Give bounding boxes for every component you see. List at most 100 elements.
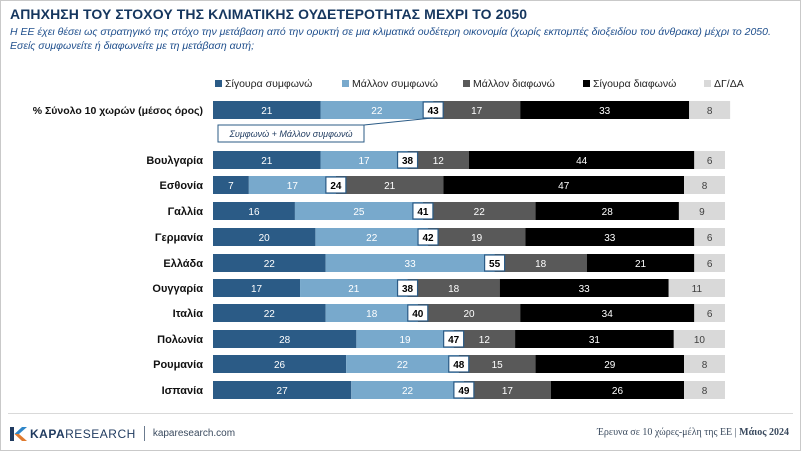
agree-total-label: 38 [402, 156, 414, 167]
bar-value-label: 21 [635, 259, 647, 270]
bar-value-label: 33 [604, 233, 616, 244]
bar-segment [407, 279, 500, 297]
bar-segment [499, 279, 669, 297]
bar-segment [684, 355, 725, 373]
bar-segment [689, 101, 731, 119]
agree-total-label: 49 [458, 386, 470, 397]
agree-total-label: 41 [417, 207, 429, 218]
legend-label-2: Μάλλον συμφωνώ [352, 78, 438, 90]
bar-value-label: 21 [261, 106, 273, 117]
bar-value-label: 22 [474, 207, 486, 218]
bar-value-label: 22 [264, 309, 276, 320]
bar-value-label: 16 [248, 207, 260, 218]
bar-segment [535, 202, 679, 220]
bar-value-label: 7 [228, 181, 234, 192]
bar-value-label: 6 [707, 259, 713, 270]
bar-value-label: 17 [502, 386, 514, 397]
category-label: % Σύνολο 10 χωρών (μέσος όρος) [33, 105, 203, 117]
bar-segment [525, 228, 695, 246]
bar-segment [325, 304, 418, 322]
bar-segment [213, 254, 326, 272]
survey-date: Μάιος 2024 [739, 427, 789, 438]
annotation-connector [363, 117, 433, 126]
bar-value-label: 19 [399, 335, 411, 346]
bar-value-label: 29 [604, 360, 616, 371]
category-label: Πολωνία [157, 334, 203, 346]
bar-value-label: 33 [405, 259, 417, 270]
bar-segment [550, 381, 685, 399]
bar-value-label: 26 [612, 386, 624, 397]
bar-segment [294, 202, 423, 220]
agree-total-box [396, 151, 419, 169]
bar-value-label: 12 [479, 335, 491, 346]
bar-segment [422, 202, 536, 220]
bar-value-label: 15 [492, 360, 504, 371]
bar-value-label: 34 [602, 309, 614, 320]
bar-value-label: 26 [274, 360, 286, 371]
bar-segment [213, 279, 301, 297]
bar-value-label: 17 [287, 181, 299, 192]
bar-value-label: 11 [692, 284, 703, 295]
bar-value-label: 33 [579, 284, 591, 295]
category-label: Βουλγαρία [146, 155, 203, 167]
legend-label-3: Μάλλον διαφωνώ [473, 78, 555, 90]
bar-segment [684, 176, 725, 194]
bar-value-label: 6 [707, 309, 713, 320]
bar-segment [335, 176, 444, 194]
bar-segment [433, 101, 521, 119]
legend-swatch-3 [463, 80, 470, 87]
bar-segment [213, 101, 321, 119]
bar-value-label: 18 [448, 284, 460, 295]
legend-swatch-1 [215, 80, 222, 87]
bar-value-label: 28 [602, 207, 614, 218]
bar-value-label: 19 [471, 233, 483, 244]
bar-segment [520, 304, 695, 322]
bar-value-label: 28 [279, 335, 291, 346]
bar-value-label: 8 [702, 181, 708, 192]
logo-separator [143, 426, 145, 441]
bar-segment [494, 254, 587, 272]
bar-segment [356, 330, 454, 348]
chart-subtitle: Η ΕΕ έχει θέσει ως στρατηγικό της στόχο … [10, 26, 771, 52]
bar-segment [346, 355, 459, 373]
bar-segment [213, 355, 347, 373]
bar-segment [520, 101, 690, 119]
bar-segment [463, 381, 551, 399]
website-link[interactable]: kaparesearch.com [152, 428, 236, 439]
category-label: Γαλλία [168, 206, 204, 218]
bar-segment [213, 151, 321, 169]
bar-value-label: 20 [259, 233, 271, 244]
bar-value-label: 27 [277, 386, 289, 397]
agree-total-label: 48 [453, 360, 465, 371]
survey-note: Έρευνα σε 10 χώρες-μέλη της ΕΕ | Μάιος 2… [597, 427, 789, 438]
bar-segment [320, 151, 408, 169]
agree-total-label: 42 [422, 233, 434, 244]
bar-segment [300, 279, 408, 297]
agree-total-label: 40 [412, 309, 424, 320]
legend-swatch-5 [704, 80, 711, 87]
bar-value-label: 18 [535, 259, 547, 270]
legend-label-1: Σίγουρα συμφωνώ [225, 78, 312, 90]
bar-value-label: 22 [371, 106, 383, 117]
agree-total-box [396, 279, 419, 297]
bar-segment [453, 330, 516, 348]
bar-value-label: 20 [463, 309, 475, 320]
bar-value-label: 6 [707, 233, 713, 244]
bar-value-label: 47 [558, 181, 570, 192]
bar-value-label: 31 [589, 335, 601, 346]
agree-total-box [417, 228, 439, 246]
bar-segment [213, 176, 249, 194]
bar-value-label: 44 [576, 156, 588, 167]
bar-value-label: 8 [702, 386, 708, 397]
bar-value-label: 17 [471, 106, 483, 117]
agree-total-box [407, 304, 429, 322]
bar-segment [694, 228, 725, 246]
agree-total-box [443, 330, 465, 348]
bar-segment [320, 101, 434, 119]
bar-value-label: 9 [699, 207, 705, 218]
bar-value-label: 17 [251, 284, 263, 295]
bar-value-label: 18 [366, 309, 378, 320]
agree-total-box [453, 381, 475, 399]
bar-segment [417, 304, 521, 322]
